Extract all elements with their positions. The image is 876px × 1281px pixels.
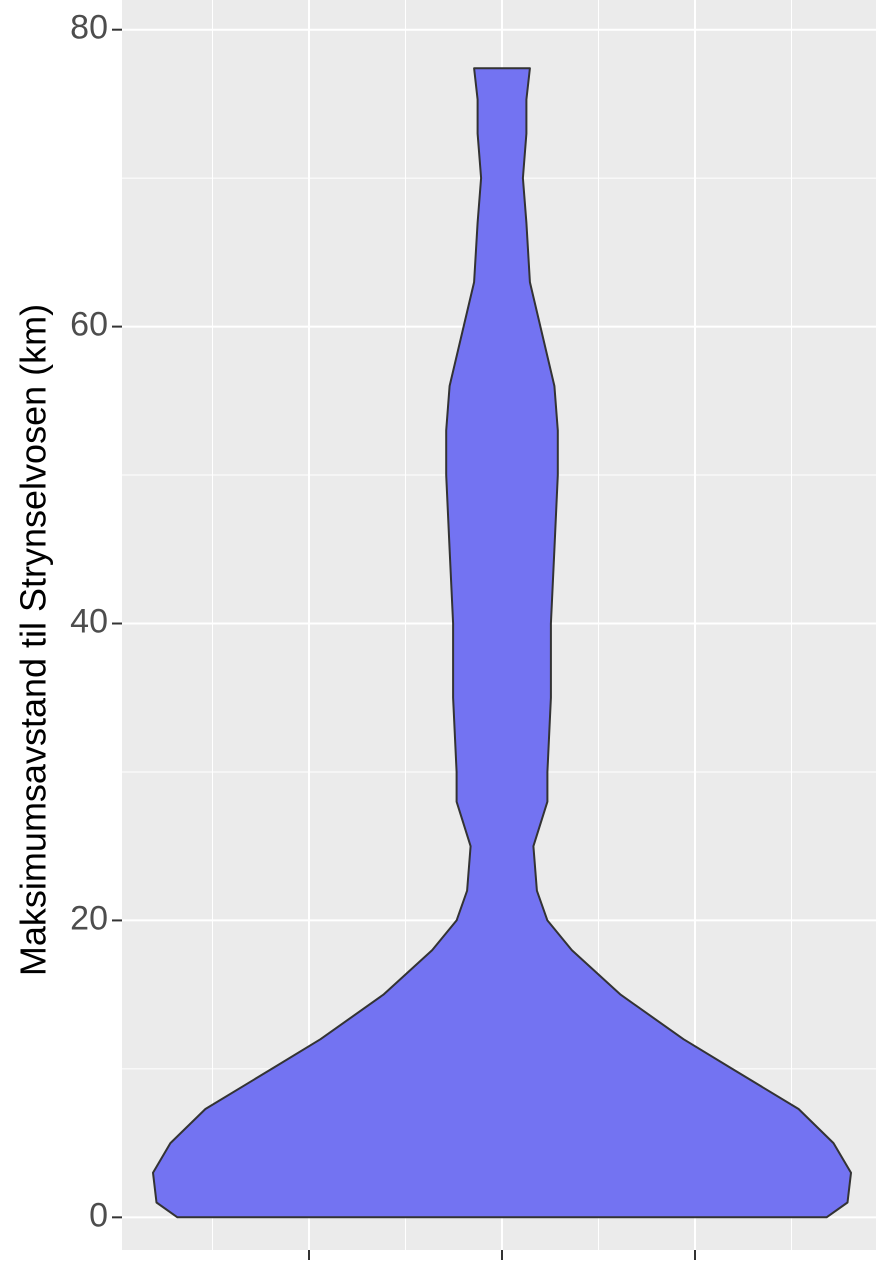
y-axis-title: Maksimumsavstand til Strynselvosen (km)	[13, 304, 54, 976]
y-tick-label: 40	[70, 602, 108, 640]
marks	[152, 67, 852, 1219]
axes: 0 20 40 60 80	[70, 9, 696, 1260]
y-tick-label: 0	[89, 1196, 108, 1234]
y-tick-label: 80	[70, 9, 108, 47]
violin	[152, 67, 852, 1219]
y-tick-label: 20	[70, 899, 108, 937]
y-tick-label: 60	[70, 306, 108, 344]
